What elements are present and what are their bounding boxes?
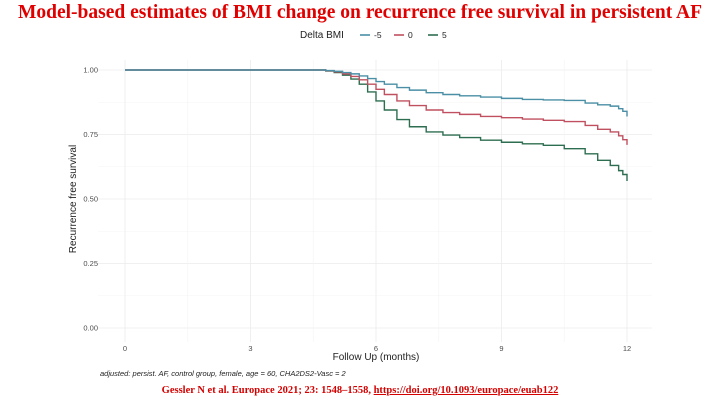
series-line-0 — [125, 69, 628, 145]
y-tick-label: 1.00 — [83, 66, 98, 75]
slide-title: Model-based estimates of BMI change on r… — [17, 2, 703, 23]
legend-label: 0 — [408, 30, 413, 40]
x-tick-label: 3 — [248, 344, 252, 353]
y-axis-title: Recurrence free survival — [68, 145, 79, 253]
y-tick-label: 0.25 — [83, 259, 98, 268]
citation-doi-link[interactable]: https://doi.org/10.1093/europace/euab122 — [373, 385, 559, 396]
y-tick-label: 0.75 — [83, 130, 98, 139]
x-tick-label: 12 — [623, 344, 631, 353]
citation: Gessler N et al. Europace 2021; 23: 1548… — [0, 385, 720, 396]
y-tick-label: 0.00 — [83, 324, 98, 333]
axis-ticks: 0.00 0.25 0.50 0.75 1.00 0 3 6 9 12 — [83, 66, 631, 354]
legend-title: Delta BMI — [300, 30, 344, 41]
x-tick-label: 9 — [499, 344, 503, 353]
y-tick-label: 0.50 — [83, 195, 98, 204]
legend: Delta BMI -5 0 5 — [300, 30, 447, 41]
legend-items: -5 0 5 — [360, 30, 447, 40]
grid-lines — [98, 60, 652, 342]
x-tick-label: 0 — [123, 344, 127, 353]
x-axis-title: Follow Up (months) — [333, 352, 420, 363]
legend-label: -5 — [374, 30, 382, 40]
series-lines — [125, 69, 628, 181]
chart-caption: adjusted: persist. AF, control group, fe… — [100, 369, 347, 378]
legend-label: 5 — [442, 30, 447, 40]
citation-text: Gessler N et al. Europace 2021; 23: 1548… — [161, 385, 374, 396]
series-line-5 — [125, 69, 628, 181]
x-tick-label: 6 — [374, 344, 378, 353]
series-line-minus5 — [125, 69, 628, 117]
